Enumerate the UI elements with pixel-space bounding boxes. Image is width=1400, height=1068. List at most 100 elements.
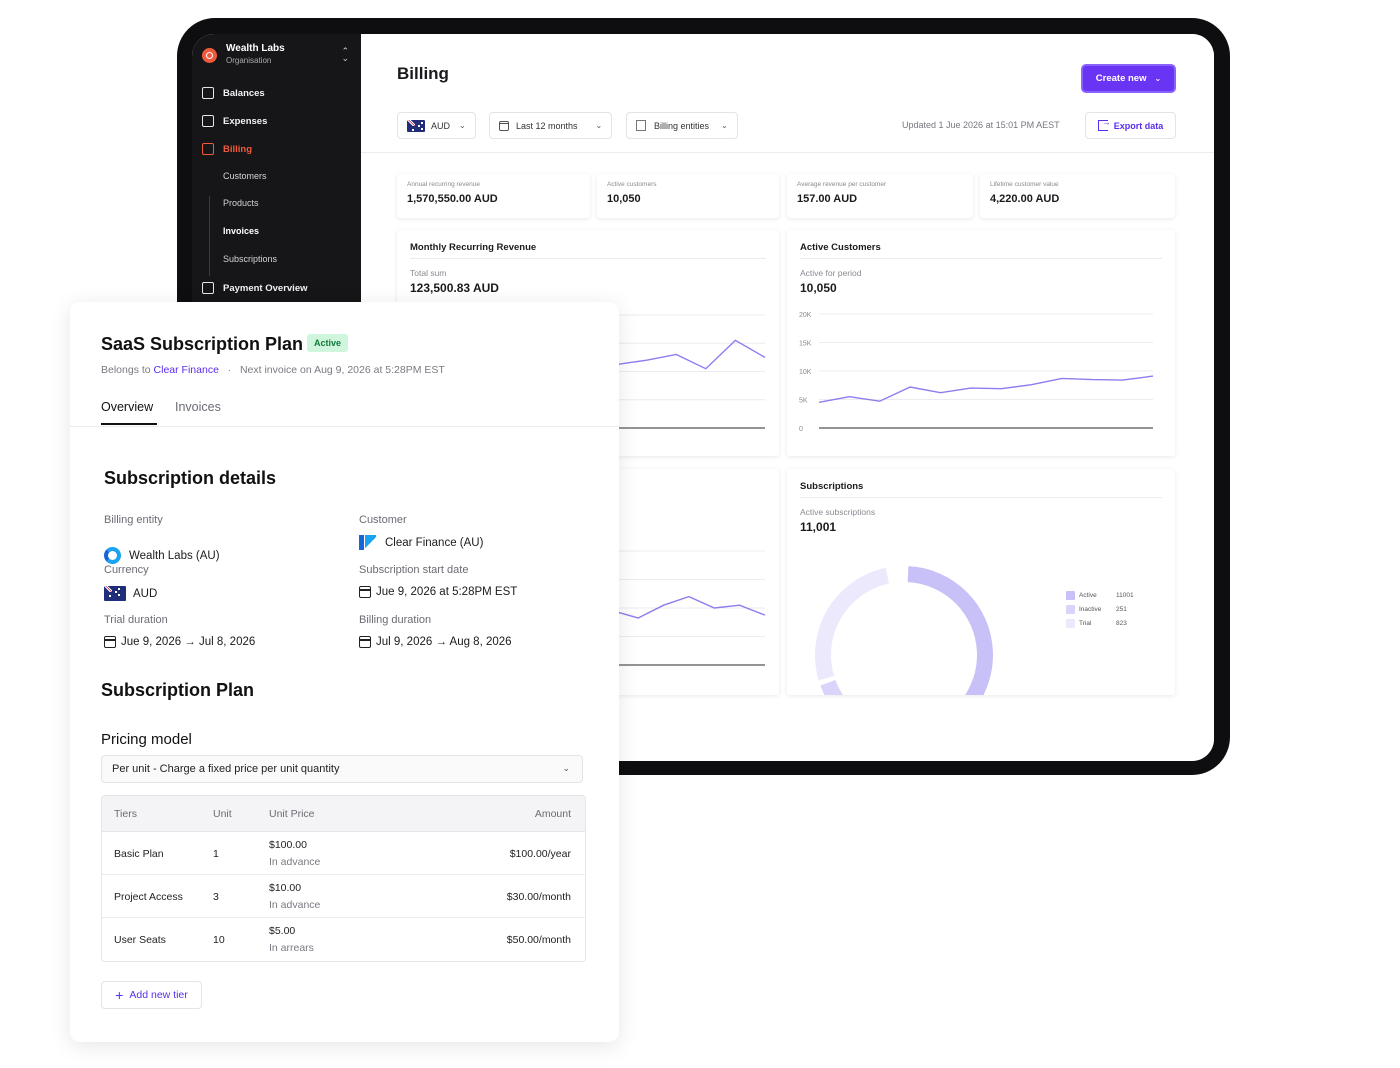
tier-name: User Seats — [114, 934, 166, 946]
column-header-tiers: Tiers — [114, 808, 137, 820]
active-customers-line-chart: 20K 15K 10K 5K 0 — [799, 312, 1154, 433]
sidebar-item-label: Billing — [223, 143, 253, 155]
legend-value: 11001 — [1116, 592, 1134, 599]
chevron-down-icon: ⌄ — [1154, 74, 1162, 83]
legend-swatch — [1066, 605, 1075, 614]
submenu-line — [209, 196, 210, 276]
sidebar-item-expenses[interactable]: Expenses — [202, 113, 267, 129]
wealth-labs-logo-icon — [104, 547, 121, 564]
sidebar-subitem-products[interactable]: Products — [223, 198, 259, 208]
donut-slice-trial — [815, 567, 889, 681]
stat-card-active-customers: Active customers 10,050 — [597, 174, 779, 218]
period-select[interactable]: Last 12 months ⌄ — [489, 112, 613, 139]
tier-timing: In advance — [269, 899, 321, 911]
subscription-detail-panel: SaaS Subscription Plan Active Belongs to… — [70, 302, 619, 1042]
tier-amount: $100.00/year — [509, 848, 571, 860]
sidebar-item-balances[interactable]: Balances — [202, 85, 265, 101]
stat-label: Lifetime customer value — [990, 181, 1059, 188]
org-logo-icon — [202, 48, 217, 63]
customer-link[interactable]: Clear Finance — [153, 364, 219, 376]
sidebar-subitem-invoices[interactable]: Invoices — [223, 226, 260, 236]
trial-duration-text: Jue 9, 2026 → Jul 8, 2026 — [121, 636, 256, 648]
status-badge: Active — [307, 334, 349, 352]
column-header-unit: Unit — [213, 808, 232, 820]
start-date-label: Subscription start date — [359, 564, 469, 576]
tier-name: Basic Plan — [114, 848, 164, 860]
billing-entity-label: Billing entity — [104, 514, 163, 526]
y-tick-label: 20K — [799, 312, 812, 319]
stat-value: 1,570,550.00 AUD — [407, 193, 498, 205]
details-heading: Subscription details — [104, 468, 277, 488]
currency-value: AUD — [431, 120, 451, 131]
trial-duration-value: Jue 9, 2026 → Jul 8, 2026 — [104, 636, 255, 648]
export-label: Export data — [1113, 120, 1164, 131]
legend-label: Trial — [1079, 620, 1092, 627]
billing-duration-label: Billing duration — [359, 614, 432, 626]
create-new-button[interactable]: Create new ⌄ — [1081, 64, 1176, 93]
add-tier-label: Add new tier — [129, 989, 188, 1001]
billing-duration-text: Jul 9, 2026 → Aug 8, 2026 — [376, 636, 512, 648]
sidebar-item-label: Balances — [223, 87, 265, 99]
billing-entity-value: Wealth Labs (AU) — [104, 547, 220, 564]
trial-duration-label: Trial duration — [104, 614, 168, 626]
stat-value: 157.00 AUD — [797, 193, 858, 205]
table-row[interactable]: Basic Plan 1 $100.00 In advance $100.00/… — [102, 832, 585, 875]
payment-overview-icon — [202, 282, 214, 294]
y-tick-label: 15K — [799, 341, 812, 348]
legend-swatch — [1066, 591, 1075, 600]
stat-card-arpc: Average revenue per customer 157.00 AUD — [787, 174, 973, 218]
tab-invoices[interactable]: Invoices — [175, 400, 221, 414]
tier-unit: 10 — [213, 934, 225, 946]
updated-timestamp: Updated 1 Jue 2026 at 15:01 PM AEST — [902, 120, 1060, 130]
tiers-table: Tiers Unit Unit Price Amount Basic Plan … — [101, 795, 586, 962]
card-value: 123,500.83 AUD — [410, 281, 499, 295]
add-new-tier-button[interactable]: + Add new tier — [101, 981, 202, 1009]
currency-value: AUD — [104, 586, 157, 601]
table-row[interactable]: Project Access 3 $10.00 In advance $30.0… — [102, 875, 585, 918]
table-row[interactable]: User Seats 10 $5.00 In arrears $50.00/mo… — [102, 918, 585, 961]
pricing-model-select[interactable]: Per unit - Charge a fixed price per unit… — [101, 755, 583, 783]
currency-select[interactable]: AUD ⌄ — [397, 112, 476, 139]
chevron-down-icon: ⌄ — [459, 121, 466, 130]
tier-price: $10.00 — [269, 882, 302, 894]
sidebar-subitem-customers[interactable]: Customers — [223, 171, 267, 181]
tier-amount: $30.00/month — [506, 891, 571, 903]
legend-label: Active — [1079, 592, 1097, 599]
legend-value: 823 — [1116, 620, 1127, 627]
card-sub-label: Active for period — [800, 268, 862, 278]
y-tick-label: 0 — [799, 426, 803, 433]
tier-name: Project Access — [114, 891, 183, 903]
clear-finance-logo-icon — [359, 535, 376, 550]
card-divider — [800, 497, 1162, 498]
sidebar-item-payment-overview[interactable]: Payment Overview — [202, 280, 308, 296]
column-header-amount: Amount — [534, 808, 571, 820]
subscriptions-card: Subscriptions Active subscriptions 11,00… — [787, 469, 1175, 695]
legend-swatch — [1066, 619, 1075, 628]
australia-flag-icon — [104, 586, 126, 601]
tier-price: $5.00 — [269, 925, 296, 937]
calendar-icon — [359, 636, 371, 648]
donut-slice-inactive — [820, 680, 844, 695]
sidebar-subitem-subscriptions[interactable]: Subscriptions — [223, 254, 278, 264]
tier-price: $100.00 — [269, 839, 307, 851]
receipt-icon — [202, 115, 214, 127]
export-data-button[interactable]: Export data — [1085, 112, 1176, 139]
stat-value: 4,220.00 AUD — [990, 193, 1060, 205]
belongs-prefix: Belongs to — [101, 364, 151, 376]
tab-underline — [101, 423, 157, 425]
billing-entities-select[interactable]: Billing entities ⌄ — [626, 112, 738, 139]
stat-label: Active customers — [607, 181, 657, 188]
stat-label: Average revenue per customer — [797, 181, 887, 188]
donut-slice-active — [907, 566, 993, 695]
billing-entity-text: Wealth Labs (AU) — [129, 549, 220, 562]
stat-value: 10,050 — [607, 193, 641, 205]
tabs-divider — [70, 426, 619, 427]
export-icon — [1097, 117, 1111, 131]
org-switcher[interactable]: Wealth Labs Organisation ⌃ ⌄ — [202, 42, 352, 72]
y-tick-label: 5K — [799, 398, 808, 405]
tab-overview[interactable]: Overview — [101, 400, 154, 414]
tier-unit: 3 — [213, 891, 219, 903]
column-header-unit-price: Unit Price — [269, 808, 315, 820]
sidebar-item-billing[interactable]: Billing — [202, 141, 252, 157]
subscription-meta: Belongs to Clear Finance · Next invoice … — [101, 364, 445, 376]
